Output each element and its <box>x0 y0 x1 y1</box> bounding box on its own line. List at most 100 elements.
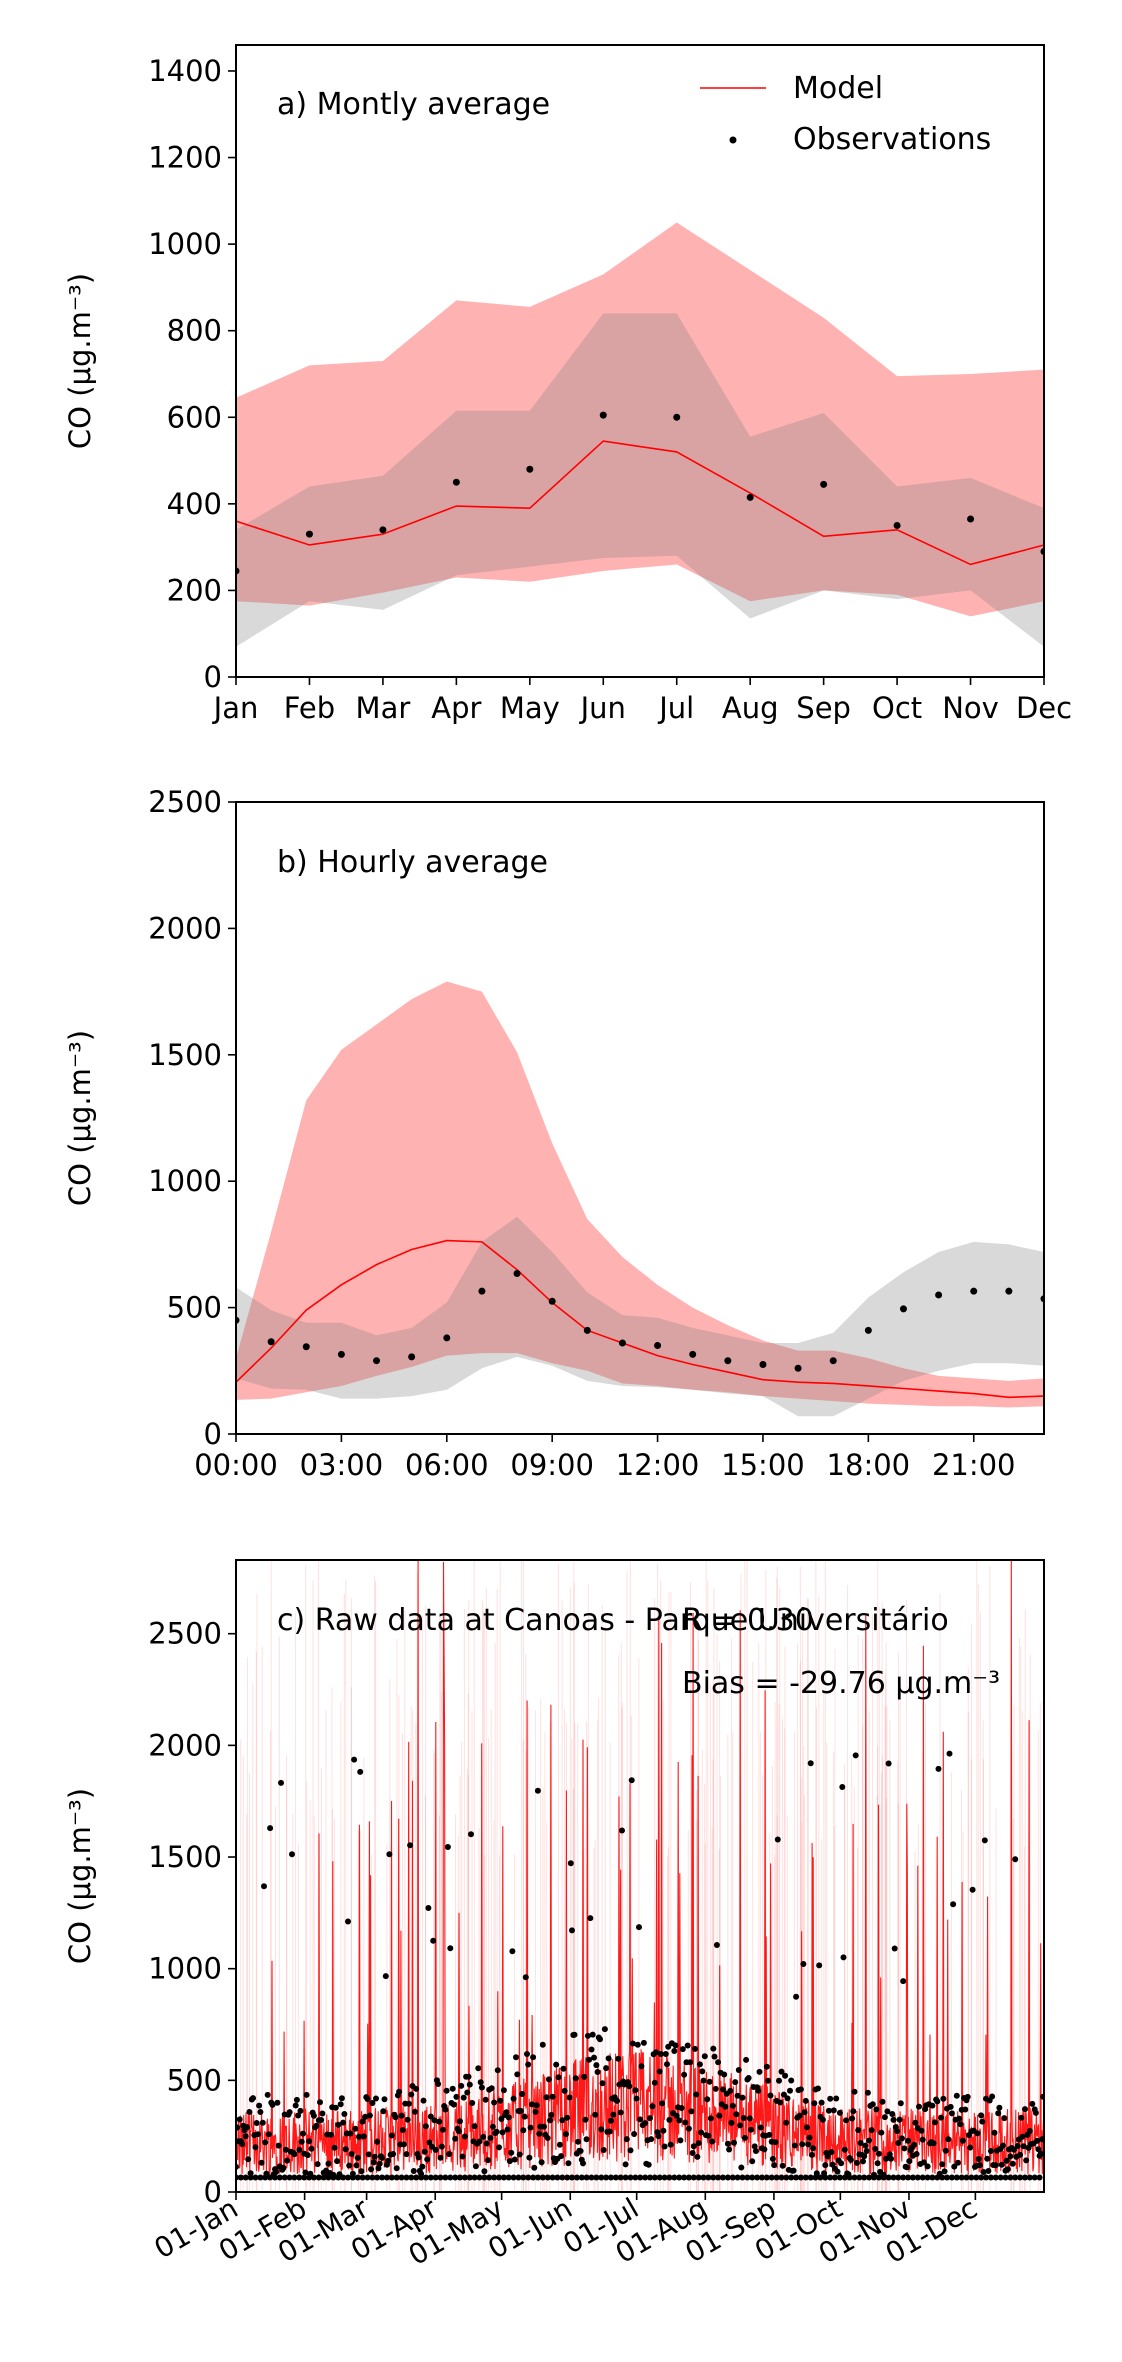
observation-point <box>824 2153 831 2160</box>
observation-point <box>684 2042 691 2049</box>
observation-point <box>787 2087 793 2094</box>
observation-point <box>866 2137 873 2144</box>
panel-a-xtick-label: Mar <box>356 691 411 725</box>
observation-point <box>685 2125 692 2132</box>
observation-floor-point <box>671 2174 678 2181</box>
observation-point <box>261 1883 267 1890</box>
panel-a-ytick-label: 0 <box>204 660 222 694</box>
observation-point <box>864 1326 872 1334</box>
observation-point <box>424 2156 431 2163</box>
observation-point <box>405 2100 412 2107</box>
observation-point <box>751 2143 758 2150</box>
observation-floor-point <box>1026 2174 1033 2181</box>
observation-floor-point <box>413 2174 420 2181</box>
panel-b-ytick-label: 2500 <box>148 785 222 819</box>
observation-point <box>995 2110 1002 2117</box>
observation-point <box>706 2078 713 2085</box>
observation-point <box>375 2165 382 2172</box>
observation-point <box>852 1752 859 1759</box>
observation-point <box>767 2092 774 2099</box>
observation-point <box>998 2161 1005 2168</box>
observation-point <box>453 2093 460 2100</box>
observation-point <box>940 2095 947 2102</box>
observation-point <box>582 2116 589 2123</box>
observation-point <box>673 413 681 421</box>
observation-point <box>710 2045 717 2052</box>
observation-floor-point <box>466 2174 473 2181</box>
observation-point <box>373 2095 379 2102</box>
observation-point <box>634 2041 641 2048</box>
observation-point <box>480 2133 487 2140</box>
panel-a-ytick-label: 1200 <box>148 141 222 175</box>
observation-floor-point <box>685 2174 692 2181</box>
observation-point <box>763 2063 770 2070</box>
observation-point <box>778 2068 785 2075</box>
observation-point <box>1012 1856 1019 1863</box>
panel-a-ylabel: CO (μg.m⁻³) <box>63 273 97 449</box>
observation-point <box>893 521 901 529</box>
observation-point <box>895 2140 902 2146</box>
observation-point <box>452 478 460 486</box>
observation-floor-point <box>783 2174 790 2181</box>
observation-point <box>734 2092 741 2099</box>
observation-floor-point <box>257 2174 264 2181</box>
observation-point <box>830 2107 837 2114</box>
observation-floor-point <box>900 2174 907 2181</box>
panel-a-xtick-label: Jan <box>212 691 259 725</box>
observation-floor-point <box>515 2174 522 2181</box>
observation-floor-point <box>384 2174 390 2181</box>
observation-floor-point <box>310 2174 317 2181</box>
observation-point <box>987 2148 994 2154</box>
observation-point <box>342 2146 349 2153</box>
observation-point <box>292 2102 299 2109</box>
panel-b-xtick-label: 12:00 <box>616 1448 700 1482</box>
observation-point <box>504 2126 511 2133</box>
observation-point <box>662 2051 669 2057</box>
observation-point <box>245 2156 252 2163</box>
observation-point <box>741 2134 748 2141</box>
observation-point <box>1001 2115 1008 2122</box>
observation-point <box>689 1350 697 1358</box>
observation-point <box>836 2109 843 2116</box>
observation-point <box>354 2154 361 2161</box>
observation-floor-point <box>359 2174 366 2181</box>
observation-point <box>413 2085 420 2092</box>
panel-b-ytick-label: 1000 <box>148 1164 222 1198</box>
model-range-band <box>236 981 1044 1408</box>
observation-point <box>437 2154 444 2161</box>
observation-point <box>284 2157 291 2164</box>
observation-point <box>259 2119 266 2126</box>
observation-point <box>1009 2160 1016 2167</box>
observation-point <box>526 2154 533 2161</box>
observation-point <box>599 411 607 419</box>
observation-point <box>862 2142 869 2149</box>
observation-point <box>1004 2166 1011 2173</box>
observation-floor-point <box>700 2174 707 2181</box>
observation-point <box>588 2046 595 2053</box>
observation-point <box>638 2063 645 2070</box>
observation-point <box>412 2108 418 2115</box>
observation-floor-point <box>817 2174 824 2181</box>
observation-floor-point <box>461 2174 468 2181</box>
observation-point <box>264 2091 271 2098</box>
observation-floor-point <box>778 2174 785 2181</box>
observation-point <box>899 1305 907 1313</box>
observation-point <box>975 2156 982 2162</box>
observation-floor-point <box>1031 2174 1038 2181</box>
observation-point <box>364 2096 371 2102</box>
observation-point <box>790 2167 797 2174</box>
observation-point <box>1034 2137 1041 2144</box>
observation-floor-point <box>354 2174 361 2181</box>
observation-point <box>594 2069 601 2075</box>
observation-point <box>410 2168 417 2174</box>
observation-point <box>318 2117 325 2123</box>
observation-point <box>591 2054 597 2061</box>
observation-point <box>253 2120 260 2126</box>
observation-floor-point <box>890 2174 897 2181</box>
observation-point <box>660 2127 667 2134</box>
observation-point <box>687 2059 694 2066</box>
observation-point <box>352 2125 359 2132</box>
observation-point <box>752 2148 759 2154</box>
observation-point <box>711 2053 718 2060</box>
